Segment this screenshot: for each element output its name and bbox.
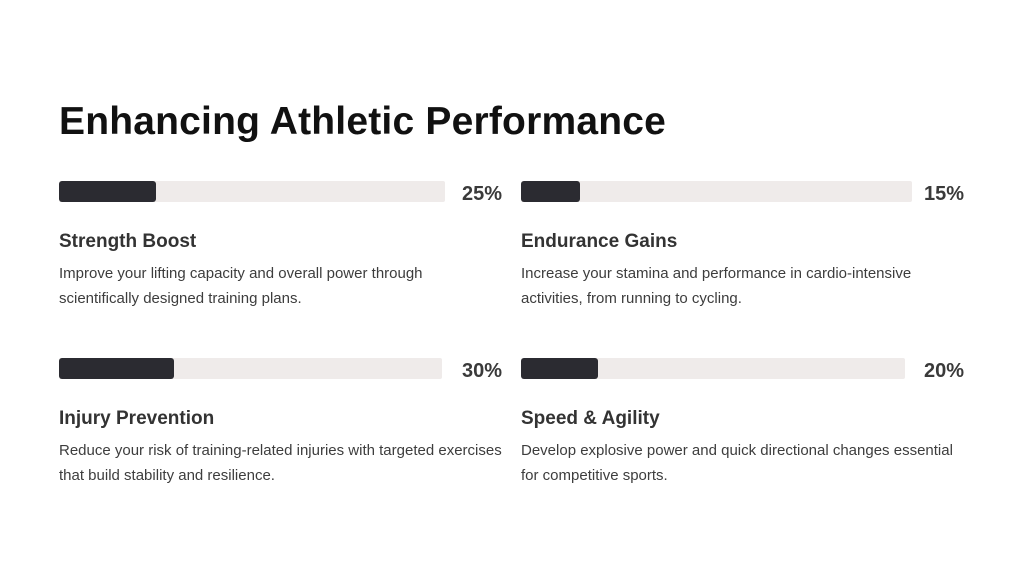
progress-fill bbox=[59, 181, 156, 202]
metric-card-speed: 20% Speed & Agility Develop explosive po… bbox=[521, 357, 964, 488]
progress-row: 20% bbox=[521, 357, 964, 383]
card-title: Strength Boost bbox=[59, 231, 197, 252]
progress-row: 30% bbox=[59, 357, 502, 383]
progress-percent: 20% bbox=[923, 360, 964, 382]
progress-fill bbox=[521, 181, 580, 202]
progress-percent: 15% bbox=[923, 183, 964, 205]
progress-row: 15% bbox=[521, 180, 964, 206]
card-description: Improve your lifting capacity and overal… bbox=[59, 265, 423, 307]
card-description: Increase your stamina and performance in… bbox=[521, 265, 912, 307]
card-description: Reduce your risk of training-related inj… bbox=[59, 442, 502, 484]
card-title: Endurance Gains bbox=[521, 231, 678, 252]
progress-fill bbox=[59, 358, 174, 379]
card-description: Develop explosive power and quick direct… bbox=[521, 442, 953, 484]
progress-percent: 30% bbox=[461, 360, 502, 382]
metric-card-strength: 25% Strength Boost Improve your lifting … bbox=[59, 180, 502, 311]
progress-row: 25% bbox=[59, 180, 502, 206]
progress-track bbox=[59, 181, 445, 202]
progress-track bbox=[521, 358, 905, 379]
card-title: Injury Prevention bbox=[59, 408, 215, 429]
card-title: Speed & Agility bbox=[521, 408, 660, 429]
metric-card-injury: 30% Injury Prevention Reduce your risk o… bbox=[59, 357, 502, 488]
progress-track bbox=[59, 358, 442, 379]
page-title: Enhancing Athletic Performance bbox=[59, 100, 667, 143]
metric-card-endurance: 15% Endurance Gains Increase your stamin… bbox=[521, 180, 964, 311]
progress-track bbox=[521, 181, 912, 202]
progress-percent: 25% bbox=[461, 183, 502, 205]
progress-fill bbox=[521, 358, 598, 379]
